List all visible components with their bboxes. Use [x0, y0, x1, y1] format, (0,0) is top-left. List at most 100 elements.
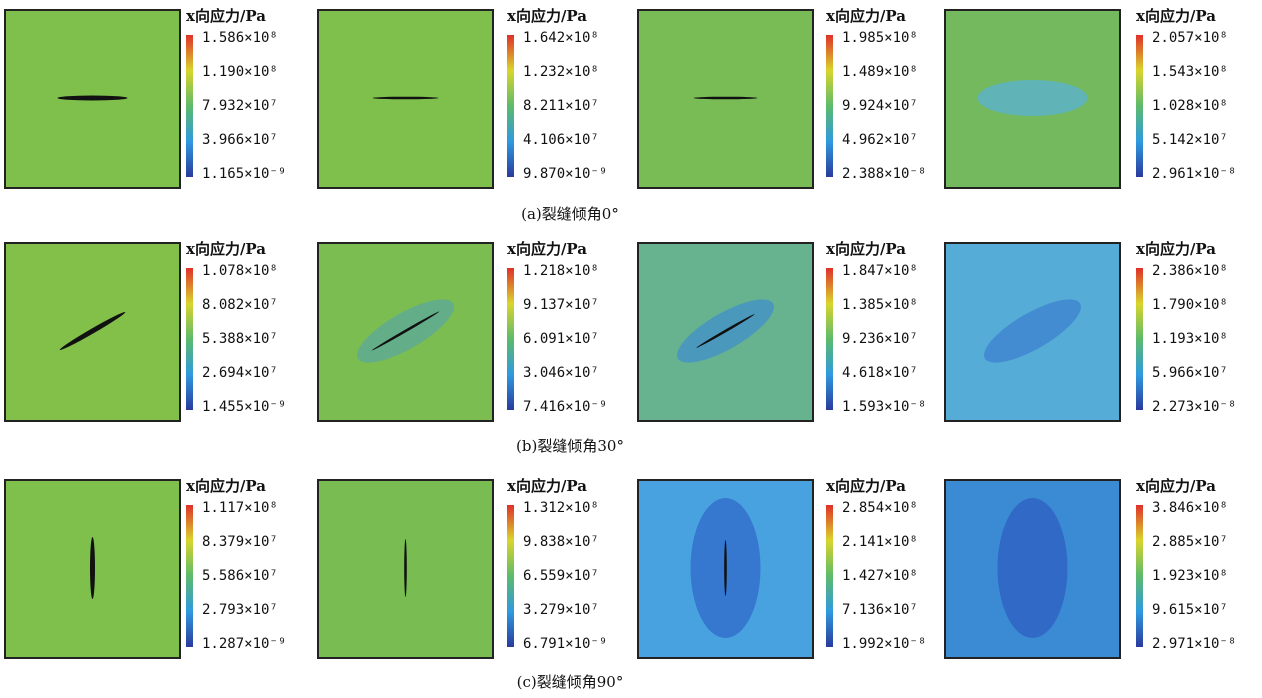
colorbar-tick-label: 2.961×10⁻⁸ — [1152, 166, 1236, 182]
colorbar — [1136, 268, 1143, 410]
colorbar-tick-label: 2.854×10⁸ — [842, 500, 918, 516]
colorbar-tick-label: 1.117×10⁸ — [202, 500, 278, 516]
colorbar-tick-label: 1.642×10⁸ — [523, 30, 599, 46]
colorbar-tick-label: 4.106×10⁷ — [523, 132, 599, 148]
colorbar-tick-label: 8.082×10⁷ — [202, 297, 278, 313]
colorbar-tick-label: 1.489×10⁸ — [842, 64, 918, 80]
colorbar-tick-label: 4.962×10⁷ — [842, 132, 918, 148]
colorbar-tick-label: 3.966×10⁷ — [202, 132, 278, 148]
row-caption: (b)裂缝倾角30° — [516, 437, 624, 455]
crack — [694, 97, 758, 100]
colorbar — [507, 268, 514, 410]
colorbar-tick-label: 1.847×10⁸ — [842, 263, 918, 279]
colorbar-tick-label: 9.236×10⁷ — [842, 331, 918, 347]
colorbar-tick-label: 5.966×10⁷ — [1152, 365, 1228, 381]
colorbar-tick-label: 2.141×10⁸ — [842, 534, 918, 550]
colorbar-tick-label: 5.586×10⁷ — [202, 568, 278, 584]
colorbar-tick-label: 9.924×10⁷ — [842, 98, 918, 114]
colorbar-tick-label: 1.218×10⁸ — [523, 263, 599, 279]
colorbar-title: x向应力/Pa — [1136, 7, 1216, 25]
colorbar-tick-label: 8.379×10⁷ — [202, 534, 278, 550]
colorbar-tick-label: 9.870×10⁻⁹ — [523, 166, 607, 182]
crack-line — [58, 96, 128, 101]
colorbar-tick-label: 1.790×10⁸ — [1152, 297, 1228, 313]
colorbar-title: x向应力/Pa — [826, 477, 906, 495]
crack — [404, 539, 407, 597]
colorbar-tick-label: 1.190×10⁸ — [202, 64, 278, 80]
colorbar — [186, 505, 193, 647]
colorbar-tick-label: 7.932×10⁷ — [202, 98, 278, 114]
colorbar-tick-label: 2.388×10⁻⁸ — [842, 166, 926, 182]
colorbar — [826, 505, 833, 647]
colorbar-tick-label: 2.386×10⁸ — [1152, 263, 1228, 279]
colorbar-tick-label: 6.559×10⁷ — [523, 568, 599, 584]
crack-line — [694, 97, 758, 100]
colorbar-tick-label: 6.091×10⁷ — [523, 331, 599, 347]
crack — [724, 540, 727, 596]
stress-zone — [998, 498, 1068, 638]
crack-line — [90, 537, 95, 599]
colorbar-tick-label: 1.427×10⁸ — [842, 568, 918, 584]
colorbar-title: x向应力/Pa — [507, 7, 587, 25]
colorbar-tick-label: 1.193×10⁸ — [1152, 331, 1228, 347]
colorbar-tick-label: 1.287×10⁻⁹ — [202, 636, 286, 652]
colorbar — [826, 35, 833, 177]
colorbar — [826, 268, 833, 410]
colorbar-title: x向应力/Pa — [186, 477, 266, 495]
colorbar-tick-label: 5.142×10⁷ — [1152, 132, 1228, 148]
crack — [90, 537, 95, 599]
colorbar-title: x向应力/Pa — [826, 240, 906, 258]
crack-line — [724, 540, 727, 596]
colorbar-title: x向应力/Pa — [186, 240, 266, 258]
row-caption: (c)裂缝倾角90° — [517, 673, 624, 691]
colorbar-tick-label: 1.312×10⁸ — [523, 500, 599, 516]
colorbar-tick-label: 7.136×10⁷ — [842, 602, 918, 618]
colorbar-title: x向应力/Pa — [186, 7, 266, 25]
colorbar — [1136, 35, 1143, 177]
colorbar-title: x向应力/Pa — [507, 477, 587, 495]
crack-line — [404, 539, 407, 597]
crack-line — [373, 97, 439, 100]
row-caption: (a)裂缝倾角0° — [521, 205, 619, 223]
colorbar — [186, 35, 193, 177]
colorbar-title: x向应力/Pa — [826, 7, 906, 25]
figure: (a)裂缝倾角0° x向应力/Pa 1.586×10⁸ 1.190×10⁸ 7.932×… — [0, 0, 1262, 694]
colorbar-tick-label: 2.793×10⁷ — [202, 602, 278, 618]
colorbar-tick-label: 9.838×10⁷ — [523, 534, 599, 550]
colorbar — [507, 505, 514, 647]
colorbar-tick-label: 3.279×10⁷ — [523, 602, 599, 618]
colorbar-title: x向应力/Pa — [507, 240, 587, 258]
colorbar-tick-label: 2.971×10⁻⁸ — [1152, 636, 1236, 652]
colorbar-tick-label: 4.618×10⁷ — [842, 365, 918, 381]
colorbar-tick-label: 7.416×10⁻⁹ — [523, 399, 607, 415]
colorbar — [507, 35, 514, 177]
colorbar-tick-label: 6.791×10⁻⁹ — [523, 636, 607, 652]
colorbar-tick-label: 1.455×10⁻⁹ — [202, 399, 286, 415]
colorbar-tick-label: 1.593×10⁻⁸ — [842, 399, 926, 415]
colorbar-tick-label: 1.078×10⁸ — [202, 263, 278, 279]
stress-shadow — [978, 80, 1088, 116]
colorbar-tick-label: 1.543×10⁸ — [1152, 64, 1228, 80]
colorbar-tick-label: 2.885×10⁷ — [1152, 534, 1228, 550]
colorbar — [186, 268, 193, 410]
colorbar-tick-label: 9.137×10⁷ — [523, 297, 599, 313]
crack — [58, 96, 128, 101]
colorbar — [1136, 505, 1143, 647]
colorbar-tick-label: 2.273×10⁻⁸ — [1152, 399, 1236, 415]
colorbar-tick-label: 1.165×10⁻⁹ — [202, 166, 286, 182]
colorbar-tick-label: 5.388×10⁷ — [202, 331, 278, 347]
colorbar-tick-label: 1.992×10⁻⁸ — [842, 636, 926, 652]
colorbar-title: x向应力/Pa — [1136, 477, 1216, 495]
crack — [373, 97, 439, 100]
colorbar-tick-label: 1.586×10⁸ — [202, 30, 278, 46]
colorbar-tick-label: 9.615×10⁷ — [1152, 602, 1228, 618]
colorbar-tick-label: 3.846×10⁸ — [1152, 500, 1228, 516]
colorbar-tick-label: 1.923×10⁸ — [1152, 568, 1228, 584]
colorbar-tick-label: 1.985×10⁸ — [842, 30, 918, 46]
colorbar-tick-label: 8.211×10⁷ — [523, 98, 599, 114]
stress-shadow — [998, 498, 1068, 638]
colorbar-tick-label: 3.046×10⁷ — [523, 365, 599, 381]
colorbar-tick-label: 2.057×10⁸ — [1152, 30, 1228, 46]
colorbar-tick-label: 1.232×10⁸ — [523, 64, 599, 80]
stress-zone — [978, 80, 1088, 116]
